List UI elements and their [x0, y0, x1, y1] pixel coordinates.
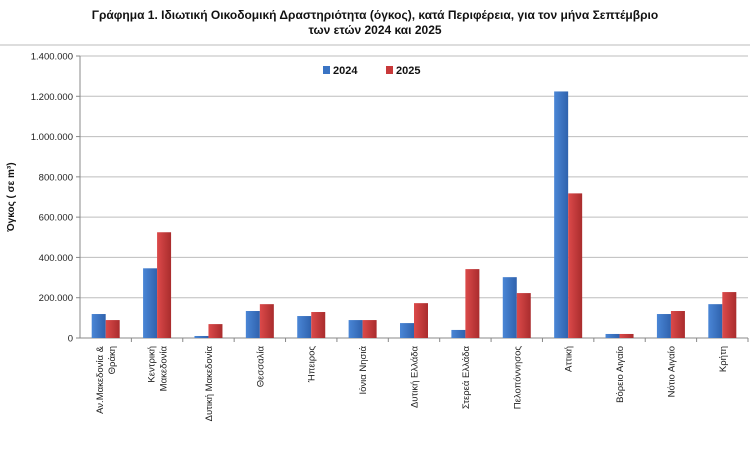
bar-2024-7	[451, 329, 466, 338]
bar-2024-4	[297, 316, 312, 338]
x-tick-label-line: Δυτική Μακεδονία	[204, 346, 215, 422]
bar-2024-2	[194, 335, 209, 338]
y-tick-label: 1.400.000	[31, 52, 73, 63]
y-tick-label: 1.000.000	[31, 132, 73, 143]
x-tick-label-line: Ήπειρος	[307, 346, 318, 384]
x-tick-label: Θεσσαλία	[255, 345, 266, 387]
bar-2025-6	[414, 303, 428, 338]
bar-2025-5	[362, 320, 377, 338]
x-tick-label-line: Πελοπόννησος	[512, 346, 523, 410]
x-tick-label: Νότιο Αιγαίο	[666, 346, 677, 397]
bar-2025-4	[311, 312, 326, 338]
bar-2025-1	[157, 232, 172, 338]
legend-label-2025: 2025	[396, 65, 420, 77]
bar-2025-2	[208, 324, 223, 338]
bar-2025-11	[670, 311, 685, 338]
bar-2024-8	[502, 277, 517, 338]
x-tick-label-line: Νότιο Αιγαίο	[666, 346, 677, 397]
chart-title: Γράφημα 1. Ιδιωτική Οικοδομική Δραστηριό…	[92, 8, 658, 22]
bar-2025-12	[722, 292, 737, 338]
bar-2024-9	[554, 91, 569, 338]
bar-2025-9	[568, 193, 583, 338]
x-tick-label-line: Μακεδονία	[159, 346, 170, 392]
x-tick-label: Δυτική Ελλάδα	[410, 345, 421, 408]
y-tick-label: 800.000	[39, 172, 73, 183]
x-tick-label: Δυτική Μακεδονία	[204, 346, 215, 422]
y-tick-label: 1.200.000	[31, 92, 73, 103]
x-tick-label: Στερεά Ελλάδα	[461, 346, 472, 410]
bar-2024-0	[91, 314, 106, 338]
x-tick-label-line: Στερεά Ελλάδα	[461, 346, 472, 410]
x-tick-label: Αττική	[564, 346, 575, 372]
x-tick-label-line: Θράκη	[107, 346, 118, 374]
bar-2025-8	[516, 293, 531, 338]
x-tick-label-line: Βόρειο Αιγαίο	[615, 346, 626, 403]
y-tick-label: 200.000	[39, 293, 73, 304]
bar-2024-5	[348, 320, 363, 338]
bar-2024-6	[400, 323, 414, 338]
bar-2024-11	[656, 314, 671, 338]
x-tick-label-line: Αν.Μακεδονία &	[95, 345, 106, 414]
bar-2024-10	[605, 333, 620, 338]
x-tick-label-line: Κεντρική	[147, 346, 158, 383]
y-tick-label: 600.000	[39, 213, 73, 224]
x-tick-label: Κρήτη	[718, 346, 729, 372]
bar-2024-12	[708, 304, 723, 338]
y-tick-label: 0	[68, 334, 73, 345]
x-tick-label: Πελοπόννησος	[512, 346, 523, 410]
bar-2025-3	[259, 304, 274, 338]
x-tick-label-line: Δυτική Ελλάδα	[410, 345, 421, 408]
x-tick-label-line: Κρήτη	[718, 346, 729, 372]
bar-2025-10	[619, 333, 634, 338]
bar-2025-7	[465, 269, 480, 338]
bar-2025-0	[105, 320, 120, 338]
y-axis-label: Όγκος ( σε m³)	[6, 162, 17, 232]
x-tick-label: Κεντρική Μακεδονία	[147, 346, 170, 392]
y-tick-label: 400.000	[39, 253, 73, 264]
legend-swatch-2024	[323, 66, 330, 74]
x-tick-label-line: Ιόνια Νησιά	[358, 345, 369, 394]
x-tick-label-line: Αττική	[564, 346, 575, 372]
x-tick-label: Βόρειο Αιγαίο	[615, 346, 626, 403]
x-tick-label: Ιόνια Νησιά	[358, 345, 369, 394]
legend-label-2024: 2024	[333, 65, 358, 77]
bar-2024-1	[143, 268, 158, 338]
x-tick-label: Ήπειρος	[307, 346, 318, 384]
x-tick-label: Αν.Μακεδονία & Θράκη	[95, 345, 118, 414]
x-tick-label-line: Θεσσαλία	[255, 345, 266, 387]
bar-2024-3	[245, 311, 260, 338]
legend-swatch-2025	[386, 66, 393, 74]
chart-subtitle: των ετών 2024 και 2025	[308, 23, 441, 37]
